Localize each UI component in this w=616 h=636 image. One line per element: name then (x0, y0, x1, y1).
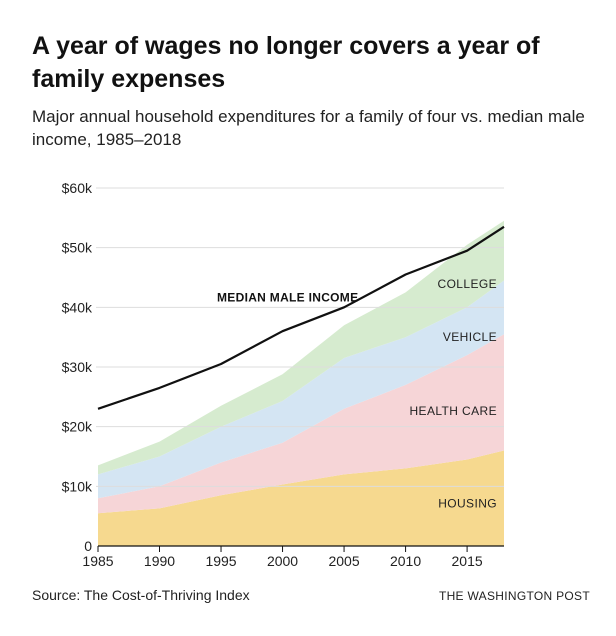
x-tick-label: 2000 (267, 553, 298, 569)
y-tick-label: $30k (62, 359, 93, 375)
band-label-vehicle: VEHICLE (443, 330, 497, 344)
y-tick-label: $50k (62, 240, 93, 256)
y-tick-label: $60k (62, 180, 93, 196)
source-note: Source: The Cost-of-Thriving Index (32, 587, 250, 603)
x-tick-label: 2010 (390, 553, 421, 569)
chart-title: A year of wages no longer covers a year … (32, 32, 540, 93)
x-tick-label: 1990 (144, 553, 175, 569)
band-label-housing: HOUSING (438, 497, 497, 511)
area-health-care (98, 334, 504, 514)
x-tick-label: 2015 (452, 553, 483, 569)
x-tick-label: 2005 (328, 553, 359, 569)
band-label-college: COLLEGE (438, 277, 498, 291)
median-income-line (97, 225, 505, 410)
x-tick-label: 1985 (82, 553, 113, 569)
publisher-credit: THE WASHINGTON POST (438, 589, 590, 603)
area-chart: 0 $10k $20k $30k $40k $50k $60k 1985 1990 1995 200… (62, 180, 505, 569)
chart-subtitle: Major annual household expenditures for … (32, 107, 585, 149)
area-vehicle (98, 280, 504, 499)
y-tick-label: $10k (62, 478, 93, 494)
y-tick-label: 0 (84, 538, 92, 554)
y-tick-label: $40k (62, 299, 93, 315)
y-tick-label: $20k (62, 419, 93, 435)
x-tick-label: 1995 (205, 553, 236, 569)
band-label-health-care: HEALTH CARE (409, 404, 497, 418)
area-housing (98, 450, 504, 546)
median-income-label: MEDIAN MALE INCOME (217, 290, 358, 304)
